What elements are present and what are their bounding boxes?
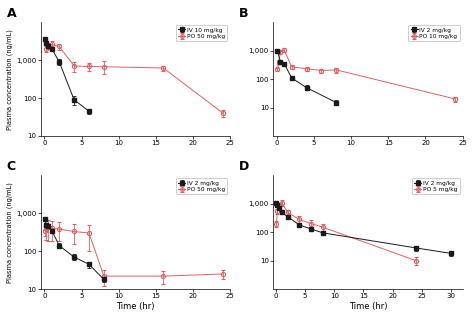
Text: D: D — [239, 160, 249, 173]
Legend: IV 10 mg/kg, PO 50 mg/kg: IV 10 mg/kg, PO 50 mg/kg — [176, 25, 228, 41]
X-axis label: Time (hr): Time (hr) — [116, 302, 155, 311]
Legend: IV 2 mg/kg, PO 50 mg/kg: IV 2 mg/kg, PO 50 mg/kg — [176, 178, 228, 195]
Legend: IV 2 mg/kg, PO 10 mg/kg: IV 2 mg/kg, PO 10 mg/kg — [408, 25, 460, 41]
Text: B: B — [239, 7, 248, 20]
Y-axis label: Plasma concentration (ng/mL): Plasma concentration (ng/mL) — [7, 29, 13, 129]
Legend: IV 2 mg/kg, PO 5 mg/kg: IV 2 mg/kg, PO 5 mg/kg — [412, 178, 460, 195]
Text: C: C — [7, 160, 16, 173]
Y-axis label: Plasma concentration (ng/mL): Plasma concentration (ng/mL) — [7, 182, 13, 283]
Text: A: A — [7, 7, 16, 20]
X-axis label: Time (hr): Time (hr) — [348, 302, 387, 311]
